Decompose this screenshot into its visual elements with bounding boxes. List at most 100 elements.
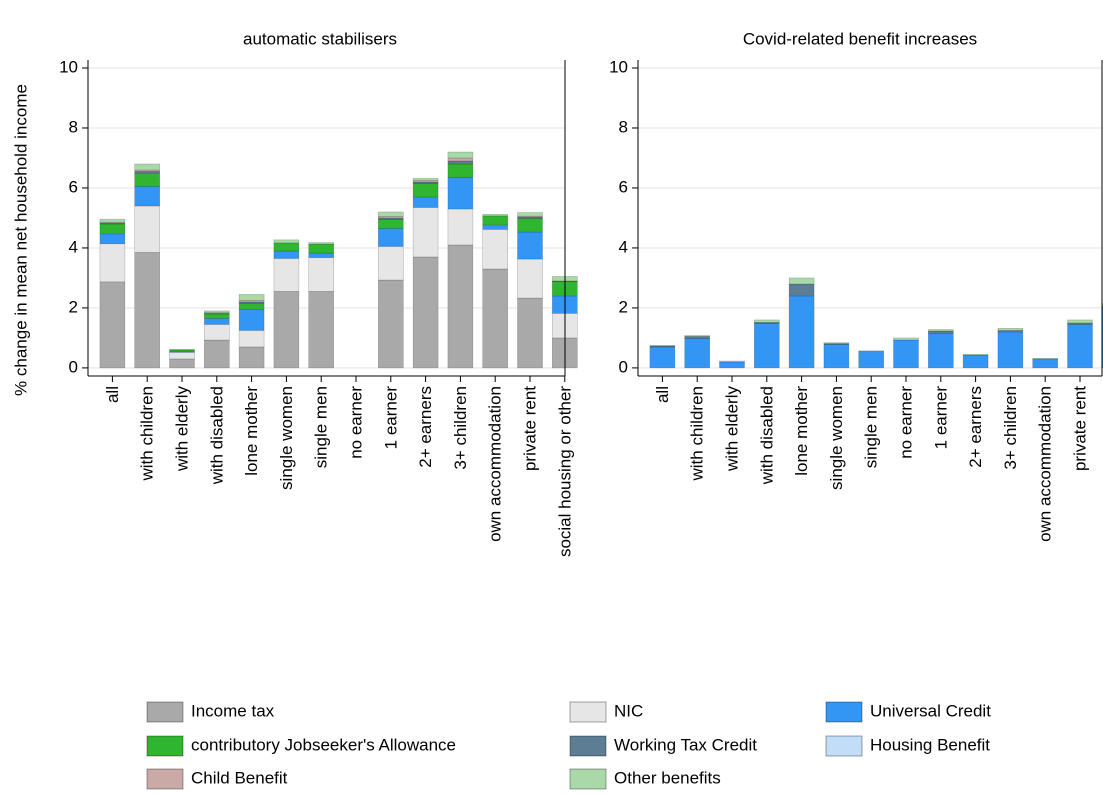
bar-segment — [482, 214, 509, 217]
bar-segment — [99, 223, 126, 235]
bar-segment — [447, 163, 474, 178]
bar-segment — [204, 318, 230, 325]
bar-segment — [273, 258, 300, 292]
legend-label: Child Benefit — [191, 768, 288, 787]
y-tick-label: 10 — [59, 57, 78, 76]
y-tick-label: 2 — [619, 297, 628, 316]
bar-segment — [412, 207, 439, 258]
x-tick-label: single men — [312, 386, 331, 468]
x-tick-label: 2+ earners — [416, 386, 435, 468]
bar-segment — [377, 211, 404, 217]
y-tick-label: 4 — [619, 237, 628, 256]
y-tick-label: 8 — [69, 117, 78, 136]
bar-segment — [134, 172, 160, 187]
legend-swatch — [146, 701, 184, 723]
bar-segment — [719, 361, 745, 369]
bar-segment — [204, 339, 230, 369]
x-tick-label: private rent — [1070, 386, 1089, 471]
x-tick-label: 3+ children — [451, 386, 470, 470]
x-tick-label: with children — [688, 386, 707, 482]
bar-segment — [377, 246, 404, 281]
bar-segment — [238, 294, 265, 301]
legend-label: NIC — [614, 701, 643, 720]
bar-segment — [893, 337, 919, 341]
bar-segment — [308, 243, 335, 254]
bar-segment — [412, 183, 439, 198]
bar-segment — [169, 352, 195, 360]
bar-segment — [649, 346, 676, 369]
bar-segment — [412, 196, 439, 208]
x-tick-label: lone mother — [242, 386, 261, 476]
x-tick-label: 1 earner — [381, 386, 400, 450]
bar-segment — [823, 342, 850, 344]
bar-segment — [99, 218, 126, 223]
bar-segment — [997, 328, 1024, 331]
bar-segment — [273, 239, 300, 244]
bar-segment — [169, 349, 195, 351]
bar-segment — [962, 354, 989, 369]
legend-label: Universal Credit — [870, 701, 991, 720]
x-tick-label: own accommodation — [486, 386, 505, 542]
bar-segment — [482, 215, 509, 226]
bar-segment — [482, 268, 509, 369]
bar-segment — [927, 330, 954, 334]
x-tick-label: 2+ earners — [966, 386, 985, 468]
legend-swatch — [825, 735, 863, 757]
x-tick-label: all — [653, 386, 672, 403]
bar-segment — [684, 338, 711, 369]
bar-segment — [482, 224, 509, 230]
x-tick-label: private rent — [520, 386, 539, 471]
bar-segment — [517, 297, 543, 369]
bar-segment — [788, 277, 815, 285]
bar-segment — [447, 177, 474, 210]
bar-segment — [719, 360, 745, 363]
bar-segment — [447, 244, 474, 369]
bar-segment — [412, 256, 439, 369]
y-tick-label: 0 — [69, 357, 78, 376]
bar-segment — [134, 205, 160, 253]
bar-segment — [134, 163, 160, 171]
bar-segment — [788, 283, 815, 297]
y-tick-label: 6 — [69, 177, 78, 196]
y-tick-label: 4 — [69, 237, 78, 256]
bar-segment — [649, 345, 676, 347]
bar-segment — [204, 310, 230, 314]
bar-segment — [788, 295, 815, 369]
bar-segment — [308, 242, 335, 245]
bar-segment — [134, 186, 160, 207]
bar-segment — [308, 252, 335, 258]
bar-segment — [134, 252, 160, 369]
bar-segment — [753, 323, 780, 369]
bar-segment — [962, 354, 989, 356]
bar-segment — [273, 250, 300, 259]
bar-segment — [927, 333, 954, 369]
legend-swatch — [146, 735, 184, 757]
y-axis-label: % change in mean net household income — [11, 84, 30, 396]
bar-segment — [169, 349, 195, 353]
bar-segment — [308, 291, 335, 369]
bar-segment — [684, 336, 711, 339]
legend-label: contributory Jobseeker's Allowance — [191, 735, 456, 754]
y-tick-label: 10 — [609, 57, 628, 76]
x-tick-label: with children — [138, 386, 157, 482]
legend-swatch — [569, 768, 607, 790]
bar-segment — [238, 346, 265, 369]
bar-segment — [858, 350, 885, 352]
bar-segment — [517, 218, 543, 233]
legend-label: Housing Benefit — [870, 735, 990, 754]
x-tick-label: single women — [827, 386, 846, 490]
bar-segment — [893, 339, 919, 369]
bar-segment — [753, 319, 780, 323]
legend-swatch — [569, 701, 607, 723]
legend-swatch — [146, 768, 184, 790]
x-tick-label: no earner — [896, 386, 915, 459]
y-tick-label: 6 — [619, 177, 628, 196]
x-tick-label: single women — [277, 386, 296, 490]
y-tick-label: 0 — [619, 357, 628, 376]
bar-segment — [447, 160, 474, 165]
legend-label: Other benefits — [614, 768, 721, 787]
legend-swatch — [825, 701, 863, 723]
bar-segment — [1032, 358, 1058, 360]
legend-swatch — [569, 735, 607, 757]
